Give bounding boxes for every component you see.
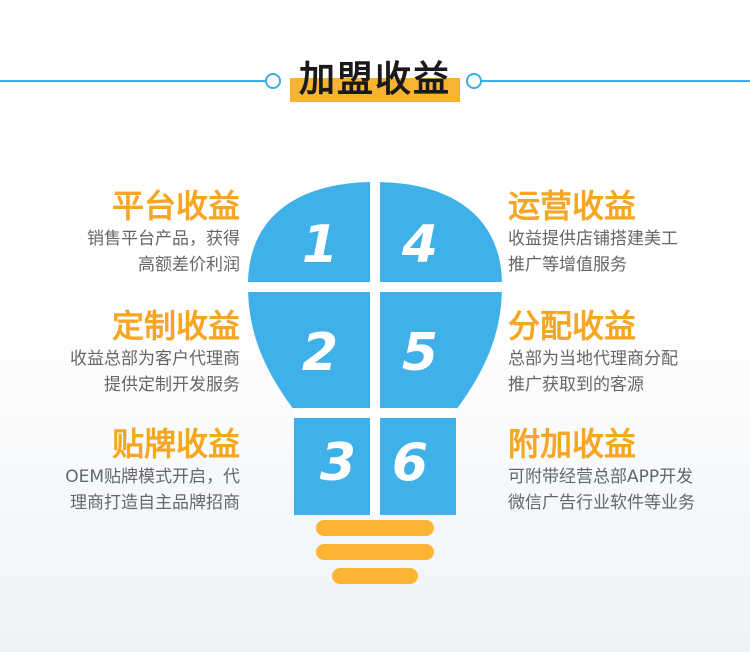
benefit-oem: 贴牌收益 OEM贴牌模式开启，代 理商打造自主品牌招商 [0,424,240,516]
bulb-divider-vertical [370,182,380,515]
benefit-desc-line: OEM贴牌模式开启，代 [65,467,240,487]
benefit-custom: 定制收益 收益总部为客户代理商 提供定制开发服务 [0,306,240,398]
bulb-base-stripe [332,568,418,584]
benefit-heading: 定制收益 [111,307,240,345]
benefit-heading: 分配收益 [508,307,637,345]
bulb-number: 1 [302,215,338,275]
benefit-operation: 运营收益 收益提供店铺搭建美工 推广等增值服务 [508,186,748,278]
benefit-heading: 运营收益 [508,187,637,225]
title-highlight [290,78,460,102]
bulb-base-stripe [316,520,434,536]
title-line-right [478,80,750,82]
benefit-heading: 平台收益 [111,187,240,225]
benefit-desc-line: 可附带经营总部APP开发 [508,467,694,487]
benefit-desc-line: 高额差价利润 [138,255,240,275]
bulb-number: 4 [401,215,438,275]
bulb-number: 3 [320,433,356,493]
bulb-number: 6 [392,433,428,493]
bulb-divider-lower [248,408,502,418]
benefit-desc-line: 总部为当地代理商分配 [508,349,678,369]
benefit-desc-line: 推广等增值服务 [508,255,627,275]
benefit-desc-line: 收益提供店铺搭建美工 [508,229,678,249]
bulb-number: 2 [302,323,338,383]
page-title: 加盟收益 [298,59,451,100]
benefit-distribution: 分配收益 总部为当地代理商分配 推广获取到的客源 [508,306,748,398]
bulb-base-stripe [316,544,434,560]
benefit-heading: 附加收益 [508,425,637,463]
benefit-desc-line: 理商打造自主品牌招商 [70,493,240,513]
bulb-number: 5 [402,323,438,383]
title-ring-left [265,73,281,89]
benefit-desc-line: 微信广告行业软件等业务 [508,493,695,513]
benefit-desc-line: 提供定制开发服务 [104,375,240,395]
benefit-desc-line: 收益总部为客户代理商 [70,349,240,369]
bulb-divider-upper [248,282,502,292]
benefit-desc-line: 推广获取到的客源 [508,375,644,395]
benefit-heading: 贴牌收益 [111,425,240,463]
benefit-desc-line: 销售平台产品，获得 [87,229,240,249]
benefit-platform: 平台收益 销售平台产品，获得 高额差价利润 [0,186,240,278]
title-ring-right [466,73,482,89]
title-line-left [0,80,272,82]
benefit-additional: 附加收益 可附带经营总部APP开发 微信广告行业软件等业务 [508,424,748,516]
